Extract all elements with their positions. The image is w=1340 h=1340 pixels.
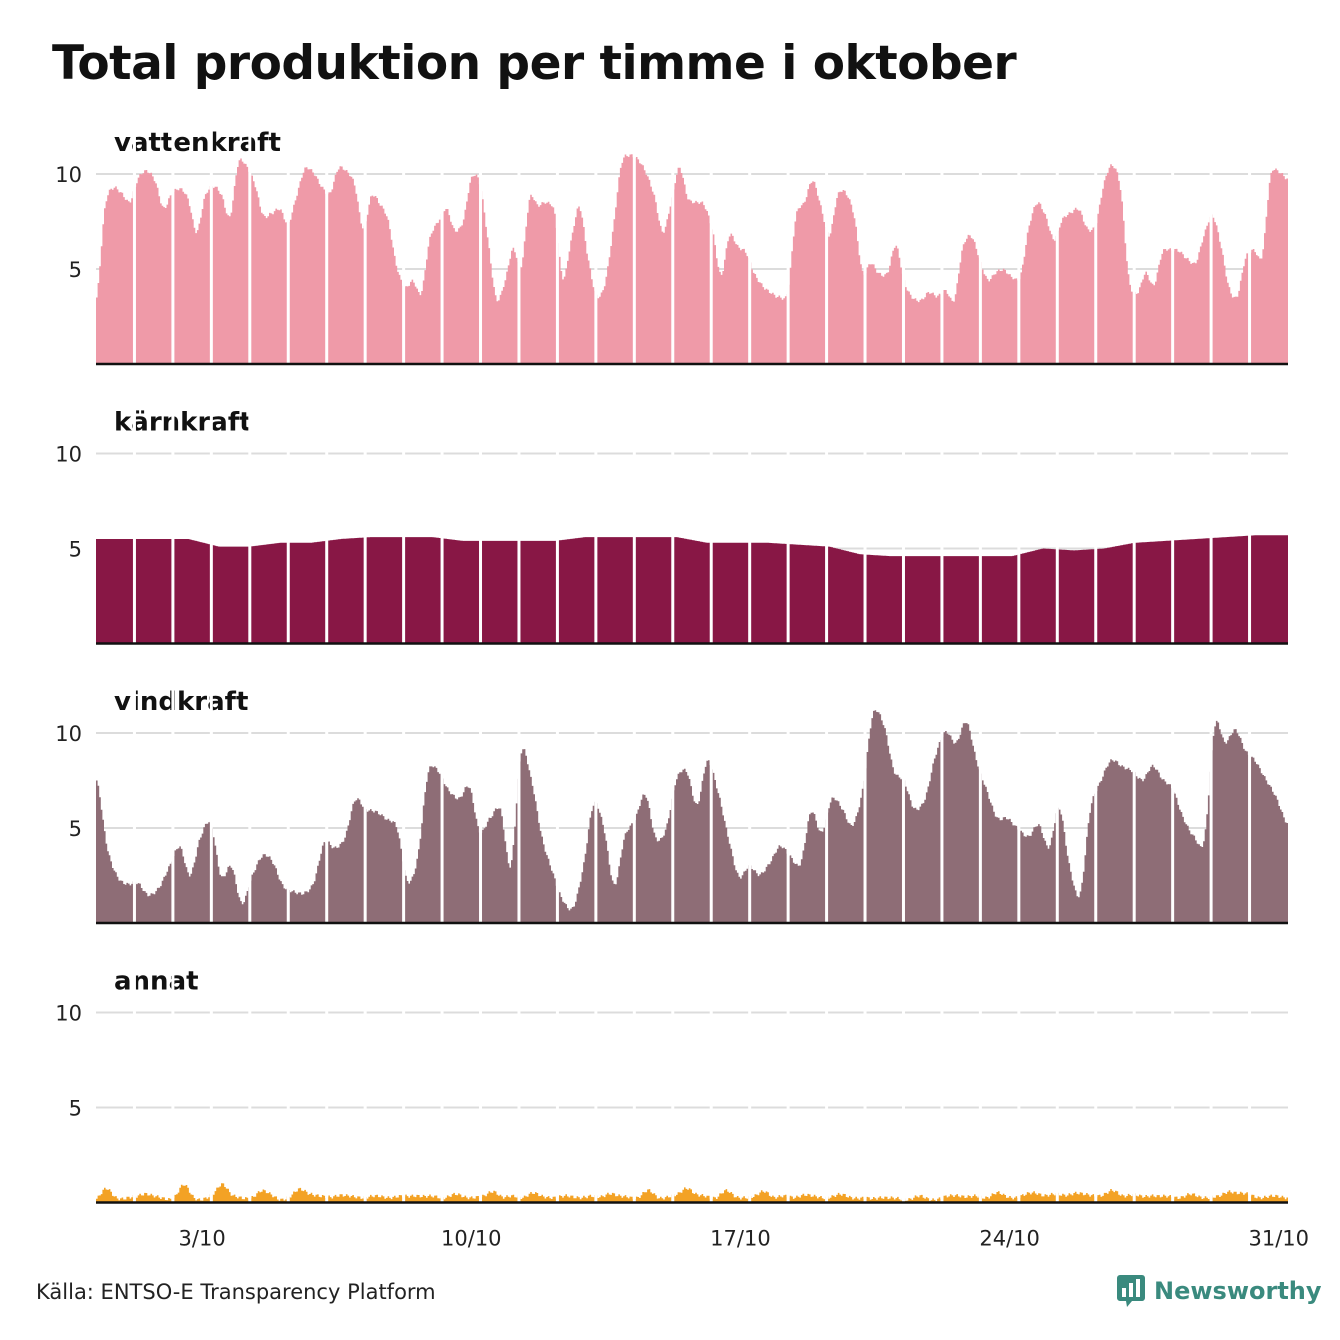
- panel-annat: annat 5 10: [55, 960, 1288, 1204]
- area-annat: [96, 1183, 1288, 1203]
- y-tick-label: 10: [55, 163, 82, 187]
- panel-vattenkraft: vattenkraft 5 10: [55, 122, 1288, 366]
- y-tick-label: 5: [69, 1097, 82, 1121]
- panel-title: vattenkraft: [114, 128, 281, 158]
- area-kärnkraft: [96, 535, 1288, 644]
- production-small-multiples-chart: vattenkraft510kärnkraft510vindkraft510an…: [55, 122, 1310, 1251]
- y-tick-label: 5: [69, 538, 82, 562]
- x-tick-label: 17/10: [710, 1227, 771, 1251]
- chart-title: Total produktion per timme i oktober: [52, 36, 1017, 91]
- x-tick-label: 3/10: [179, 1227, 226, 1251]
- area-vattenkraft: [96, 154, 1288, 364]
- x-tick-label: 31/10: [1249, 1227, 1310, 1251]
- area-vindkraft: [96, 710, 1288, 923]
- brand-logo[interactable]: Newsworthy: [1116, 1274, 1322, 1308]
- x-tick-label: 24/10: [979, 1227, 1040, 1251]
- panel-kärnkraft: kärnkraft 5 10: [55, 401, 1288, 645]
- brand-name: Newsworthy: [1154, 1277, 1322, 1305]
- newsworthy-logo-icon: [1117, 1275, 1145, 1307]
- y-tick-label: 5: [69, 258, 82, 282]
- panel-title: annat: [114, 967, 199, 997]
- source-note: Källa: ENTSO-E Transparency Platform: [36, 1280, 436, 1304]
- panel-title: kärnkraft: [114, 408, 252, 438]
- y-tick-label: 10: [55, 722, 82, 746]
- panel-title: vindkraft: [114, 687, 248, 717]
- y-tick-label: 10: [55, 443, 82, 467]
- y-tick-label: 10: [55, 1002, 82, 1026]
- y-tick-label: 5: [69, 817, 82, 841]
- panel-vindkraft: vindkraft 5 10: [55, 681, 1288, 925]
- x-tick-label: 10/10: [441, 1227, 502, 1251]
